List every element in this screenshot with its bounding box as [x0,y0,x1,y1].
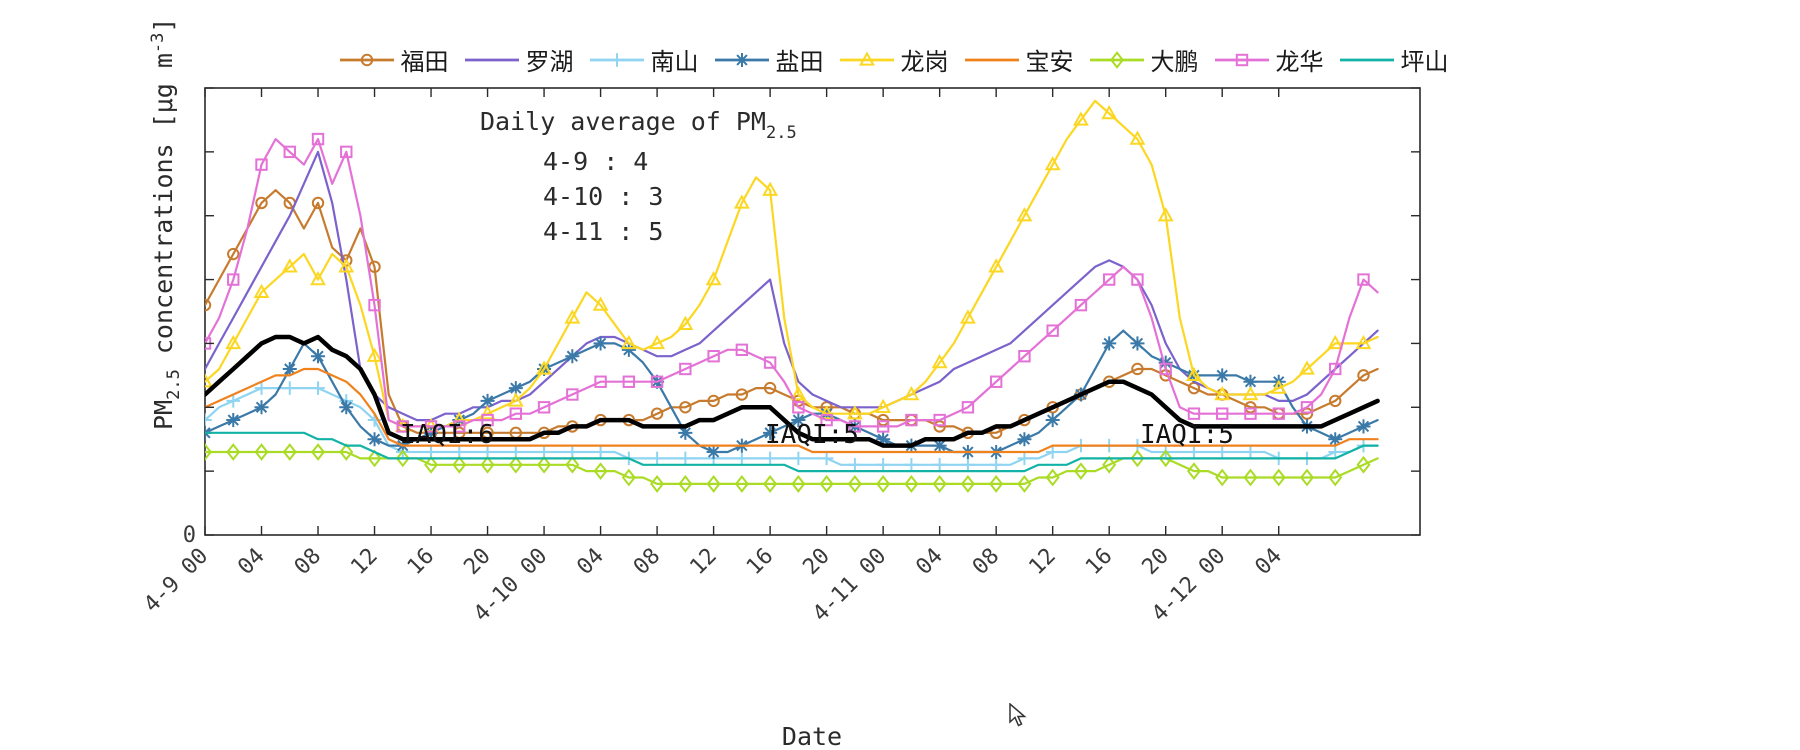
axis-ticks [204,87,1420,536]
x-tick-label-10: 16 [742,544,778,580]
x-tick-label-8: 08 [629,544,665,580]
y-tick-label-0: 0 [183,523,196,548]
axis-labels: 4-9 00 04 08 12 16 204-10 00 04 08 12 16 204-11 00… [139,544,1287,627]
x-tick-label-16: 16 [1081,544,1117,580]
svg-text:PM2.5 concentrations [μg m-3]: PM2.5 concentrations [μg m-3] [148,18,184,430]
x-tick-label-14: 08 [968,544,1004,580]
x-tick-label-19: 04 [1251,544,1287,580]
plot-frame [204,87,1421,536]
annotation-heading-main: Daily average of PM [480,107,766,136]
iaqi-label-0: IAQI:6 [400,420,494,450]
y-axis-title-part2: concentrations [μg m [149,53,178,369]
x-axis-title: Date [782,722,842,750]
x-tick-label-1: 04 [233,544,269,580]
x-tick-label-0: 4-9 00 [139,544,213,618]
series-5 [205,367,1379,454]
series-layer [205,99,1380,493]
annotation-heading: Daily average of PM2.5 [480,107,797,143]
iaqi-annotations: IAQI:6 IAQI:5 IAQI:5 [400,420,1234,450]
x-tick-label-17: 20 [1138,544,1174,580]
x-tick-label-7: 04 [572,544,608,580]
series-4 [205,99,1379,433]
annotation-heading-sub: 2.5 [766,123,797,143]
annotation-line-2: 4-11 : 5 [543,217,663,246]
x-tick-label-13: 04 [911,544,947,580]
y-axis-title-part1: PM [149,400,178,430]
x-tick-label-3: 12 [346,544,382,580]
y-axis-title-sup: -3 [148,33,168,53]
annotation-line-0: 4-9 : 4 [543,147,648,176]
annotation-line-1: 4-10 : 3 [543,182,663,211]
series-1 [205,150,1379,422]
x-tick-label-2: 08 [290,544,326,580]
iaqi-label-2: IAQI:5 [1140,420,1234,450]
series-9 [205,334,1380,448]
y-axis-title-sub: 2.5 [164,369,184,400]
iaqi-label-1: IAQI:5 [765,420,859,450]
x-tick-label-9: 12 [685,544,721,580]
x-tick-label-4: 16 [403,544,439,580]
y-axis-title: PM2.5 concentrations [μg m-3] [148,18,184,430]
x-tick-label-5: 20 [459,544,495,580]
series-7 [205,132,1379,433]
series-8 [205,431,1379,473]
x-tick-label-15: 12 [1025,544,1061,580]
x-tick-label-11: 20 [798,544,834,580]
y-axis-title-part3: ] [149,18,178,33]
daily-average-annotation: Daily average of PM2.5 4-9 : 4 4-10 : 3 … [480,107,797,246]
